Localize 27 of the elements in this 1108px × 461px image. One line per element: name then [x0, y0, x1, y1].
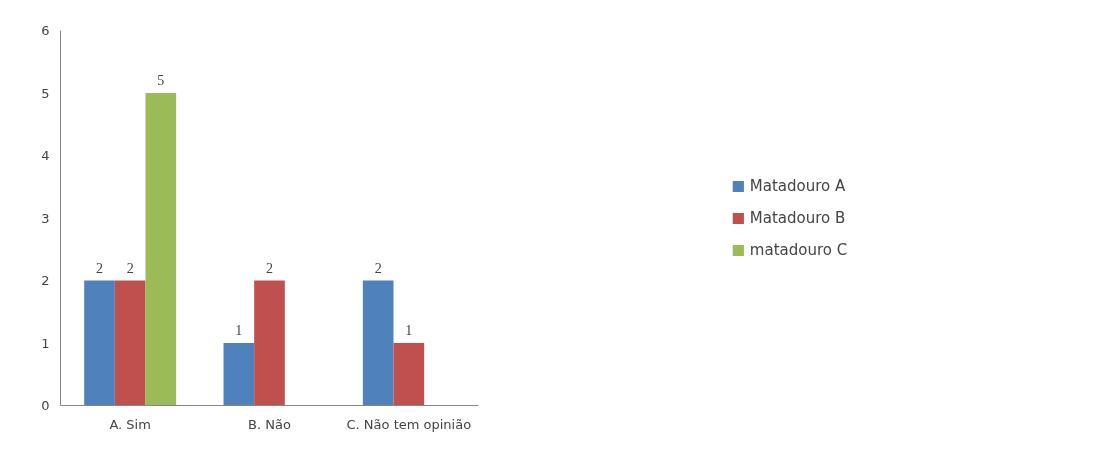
bar	[84, 280, 115, 406]
data-label: 2	[96, 260, 104, 276]
y-tick-label: 6	[41, 23, 50, 38]
x-tick-label: B. Não	[248, 416, 291, 432]
bar	[254, 280, 285, 406]
data-label: 1	[235, 323, 243, 338]
data-label: 1	[405, 323, 413, 338]
legend-label: matadouro C	[749, 240, 848, 259]
data-label: 2	[374, 260, 382, 276]
x-tick-label: C. Não tem opinião	[346, 416, 472, 432]
y-tick-label: 4	[41, 148, 50, 163]
data-label: 2	[266, 260, 273, 276]
y-tick-label: 5	[41, 85, 50, 101]
legend-label: Matadouro A	[749, 176, 846, 195]
bar	[362, 280, 394, 406]
data-label: 5	[157, 73, 165, 88]
y-tick-label: 2	[41, 273, 50, 288]
bar	[145, 93, 177, 406]
y-tick-label: 0	[41, 398, 50, 413]
bar	[114, 280, 146, 406]
y-tick-label: 1	[41, 335, 50, 351]
data-label: 2	[126, 260, 134, 276]
y-tick-label: 3	[41, 210, 50, 226]
bar	[223, 343, 255, 406]
x-tick-label: A. Sim	[109, 416, 151, 432]
bar	[393, 343, 425, 406]
legend-label: Matadouro B	[749, 208, 846, 227]
